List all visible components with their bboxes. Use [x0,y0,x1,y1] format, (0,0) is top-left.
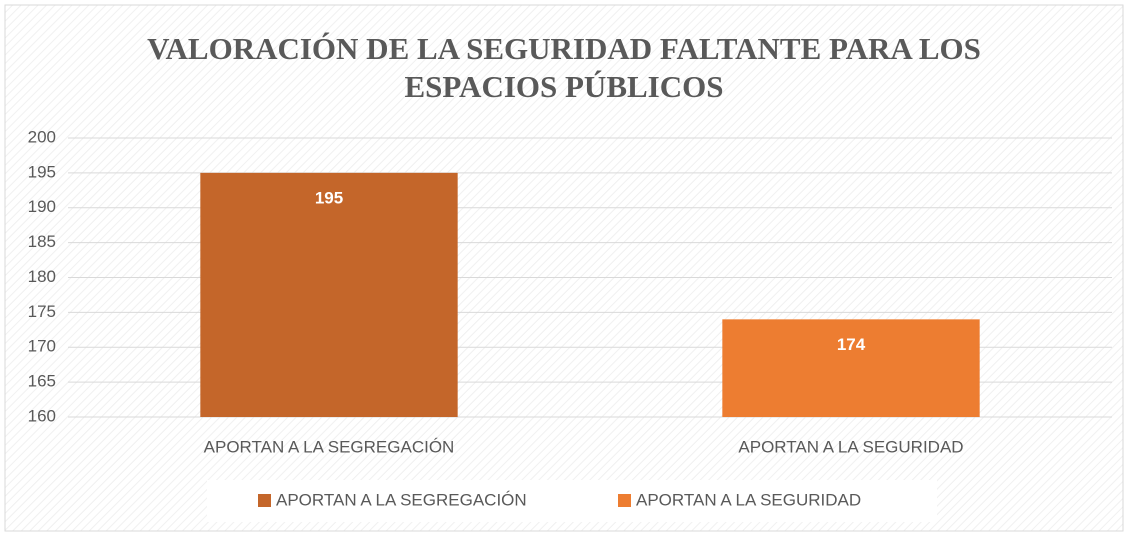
x-tick-label: APORTAN A LA SEGURIDAD [738,437,963,456]
y-tick-label: 160 [28,406,56,425]
chart-border [4,4,1124,532]
bar [722,319,980,417]
y-tick-label: 185 [28,232,56,251]
x-tick-label: APORTAN A LA SEGREGACIÓN [204,437,455,456]
data-label: 174 [837,335,866,354]
legend-label: APORTAN A LA SEGURIDAD [636,490,861,509]
legend-swatch [258,494,271,507]
legend-box [207,480,937,522]
chart-title: VALORACIÓN DE LA SEGURIDAD FALTANTE PARA… [147,31,981,104]
y-tick-label: 170 [28,337,56,356]
y-tick-label: 200 [28,127,56,146]
legend-label: APORTAN A LA SEGREGACIÓN [276,490,527,509]
y-tick-label: 180 [28,267,56,286]
y-tick-label: 165 [28,372,56,391]
data-label: 195 [315,188,343,207]
bar [200,172,458,417]
y-tick-label: 175 [28,302,56,321]
y-tick-label: 190 [28,197,56,216]
legend-swatch [618,494,631,507]
y-tick-label: 195 [28,162,56,181]
